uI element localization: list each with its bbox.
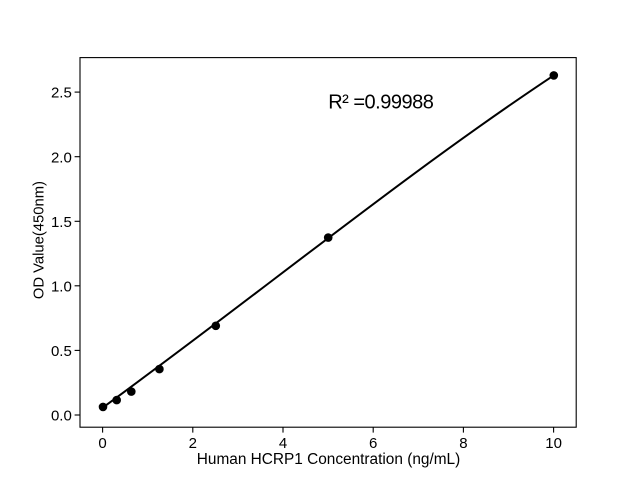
svg-text:1.0: 1.0 (51, 278, 72, 295)
svg-text:10: 10 (545, 435, 562, 452)
svg-text:0: 0 (98, 435, 106, 452)
svg-text:6: 6 (369, 435, 377, 452)
svg-text:Human HCRP1 Concentration (ng/: Human HCRP1 Concentration (ng/mL) (197, 451, 460, 468)
svg-text:R² =0.99988: R² =0.99988 (328, 92, 434, 114)
svg-text:8: 8 (459, 435, 467, 452)
svg-text:2.0: 2.0 (51, 149, 72, 166)
svg-text:4: 4 (279, 435, 287, 452)
svg-text:2.5: 2.5 (51, 85, 72, 102)
svg-text:0.5: 0.5 (51, 343, 72, 360)
svg-text:OD Value(450nm): OD Value(450nm) (32, 181, 48, 299)
svg-text:0.0: 0.0 (51, 408, 72, 425)
svg-text:2: 2 (189, 435, 197, 452)
svg-text:1.5: 1.5 (51, 214, 72, 231)
